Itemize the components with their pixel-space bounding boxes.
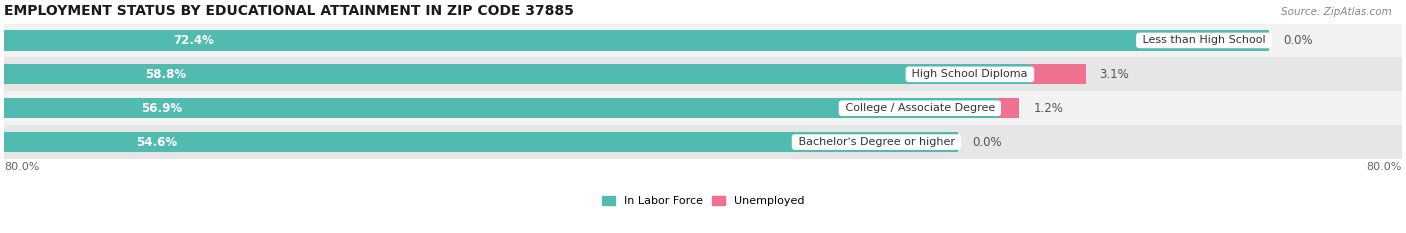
- Text: EMPLOYMENT STATUS BY EDUCATIONAL ATTAINMENT IN ZIP CODE 37885: EMPLOYMENT STATUS BY EDUCATIONAL ATTAINM…: [4, 4, 574, 18]
- Text: 80.0%: 80.0%: [4, 162, 39, 172]
- Text: 0.0%: 0.0%: [972, 136, 1001, 149]
- Bar: [1032, 64, 1085, 85]
- Text: 58.8%: 58.8%: [145, 68, 186, 81]
- Text: Less than High School: Less than High School: [1139, 35, 1270, 45]
- Bar: [4, 98, 998, 118]
- Text: Bachelor's Degree or higher: Bachelor's Degree or higher: [794, 137, 957, 147]
- Text: 72.4%: 72.4%: [173, 34, 214, 47]
- Bar: [998, 98, 1019, 118]
- Legend: In Labor Force, Unemployed: In Labor Force, Unemployed: [598, 191, 808, 210]
- Bar: [4, 24, 1402, 57]
- Bar: [4, 57, 1402, 91]
- Bar: [4, 132, 957, 152]
- Text: 3.1%: 3.1%: [1099, 68, 1129, 81]
- Text: 1.2%: 1.2%: [1033, 102, 1063, 115]
- Bar: [4, 91, 1402, 125]
- Bar: [4, 64, 1032, 85]
- Text: 0.0%: 0.0%: [1284, 34, 1313, 47]
- Text: 54.6%: 54.6%: [136, 136, 177, 149]
- Text: 56.9%: 56.9%: [141, 102, 181, 115]
- Text: College / Associate Degree: College / Associate Degree: [842, 103, 998, 113]
- Bar: [4, 30, 1270, 51]
- Text: Source: ZipAtlas.com: Source: ZipAtlas.com: [1281, 7, 1392, 17]
- Text: 80.0%: 80.0%: [1367, 162, 1402, 172]
- Bar: [4, 125, 1402, 159]
- Text: High School Diploma: High School Diploma: [908, 69, 1032, 79]
